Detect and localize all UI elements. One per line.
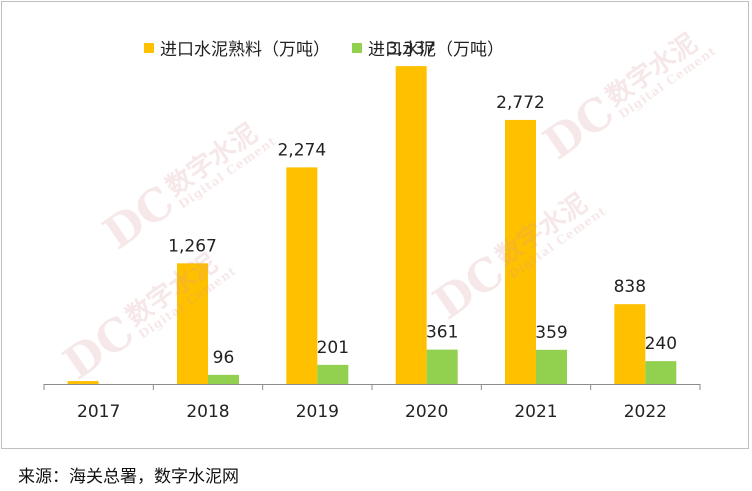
bar-cement-2021 bbox=[536, 349, 567, 384]
legend-item-clinker: 进口水泥熟料（万吨） bbox=[144, 35, 330, 60]
data-label-clinker-2019: 2,274 bbox=[277, 140, 326, 160]
x-tick-label-2022: 2022 bbox=[624, 402, 667, 422]
bar-cement-2022 bbox=[645, 361, 677, 384]
legend: 进口水泥熟料（万吨） 进口水泥（万吨） bbox=[144, 35, 526, 60]
data-label-cement-2022: 240 bbox=[645, 334, 677, 354]
data-label-clinker-2020: 3,337 bbox=[387, 39, 436, 59]
x-tick-label-2021: 2021 bbox=[514, 402, 557, 422]
bar-cement-2018 bbox=[208, 374, 239, 384]
bar-cement-2020 bbox=[426, 349, 458, 384]
data-label-clinker-2018: 1,267 bbox=[168, 236, 217, 256]
data-label-cement-2020: 361 bbox=[426, 323, 458, 343]
bar-chart: 2017 1,267 96 2018 2,274 201 2019 3,337 361 2020 2… bbox=[43, 39, 701, 422]
data-label-cement-2021: 359 bbox=[535, 323, 567, 343]
bar-clinker-2021 bbox=[505, 119, 536, 384]
legend-item-cement: 进口水泥（万吨） bbox=[352, 35, 504, 60]
x-tick-label-2017: 2017 bbox=[77, 402, 120, 422]
legend-label-clinker: 进口水泥熟料（万吨） bbox=[160, 40, 330, 60]
legend-swatch-clinker bbox=[144, 42, 154, 53]
data-label-cement-2019: 201 bbox=[317, 338, 349, 358]
x-tick-label-2018: 2018 bbox=[186, 402, 229, 422]
legend-swatch-cement bbox=[352, 42, 362, 53]
bar-clinker-2020 bbox=[395, 66, 427, 384]
legend-label-cement: 进口水泥（万吨） bbox=[368, 40, 504, 60]
data-label-clinker-2022: 838 bbox=[614, 277, 646, 297]
bar-clinker-2018 bbox=[177, 263, 208, 384]
x-tick-label-2020: 2020 bbox=[405, 402, 448, 422]
bar-clinker-2019 bbox=[286, 167, 318, 384]
chart-frame: 2017 1,267 96 2018 2,274 201 2019 3,337 361 2020 2… bbox=[1, 1, 749, 449]
x-tick-label-2019: 2019 bbox=[296, 402, 339, 422]
bar-cement-2019 bbox=[317, 364, 349, 384]
data-label-cement-2018: 96 bbox=[213, 348, 235, 368]
data-label-clinker-2021: 2,772 bbox=[496, 93, 545, 113]
source-note: 来源：海关总署，数字水泥网 bbox=[18, 467, 239, 487]
bar-clinker-2022 bbox=[614, 304, 646, 384]
bar-clinker-2017 bbox=[67, 381, 99, 384]
